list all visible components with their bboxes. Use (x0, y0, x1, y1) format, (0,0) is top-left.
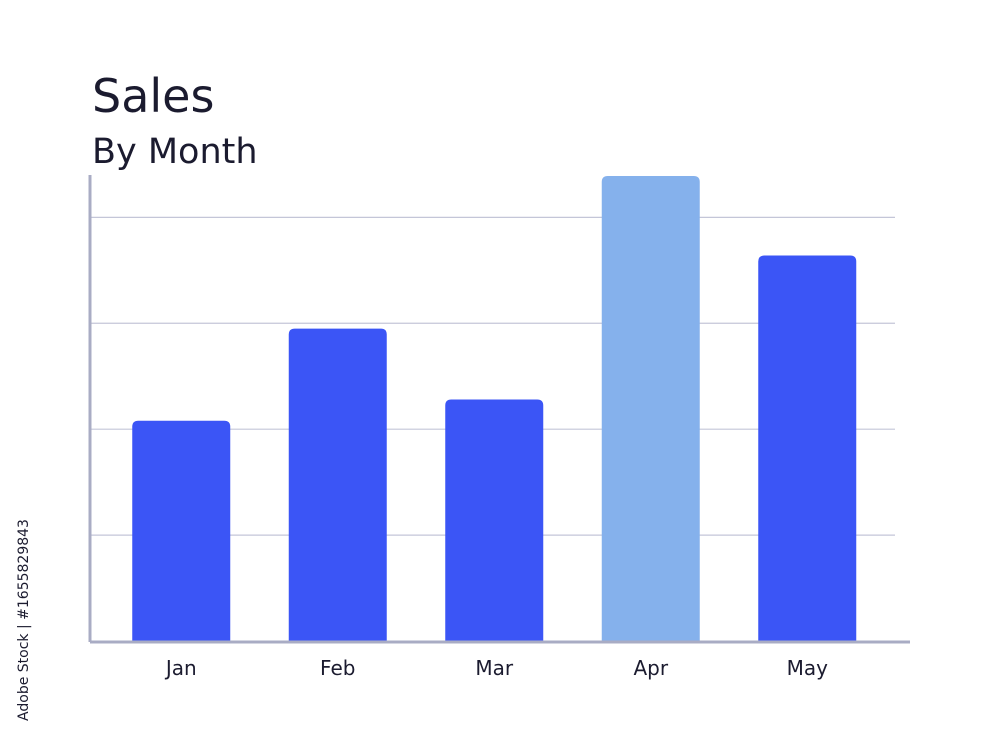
bar (288, 328, 387, 641)
bar (132, 420, 231, 641)
chart-subtitle: By Month (92, 132, 258, 172)
x-tick-label: Feb (320, 656, 355, 680)
x-tick-label: Jan (164, 656, 197, 680)
bar (445, 399, 544, 641)
bar (758, 255, 857, 641)
bar (601, 176, 700, 642)
x-tick-label: Mar (475, 656, 514, 680)
watermark: Adobe Stock | #1655829843 (16, 519, 32, 721)
x-tick-label: May (787, 656, 829, 680)
x-tick-label: Apr (633, 656, 668, 680)
chart-title: Sales (92, 69, 214, 123)
